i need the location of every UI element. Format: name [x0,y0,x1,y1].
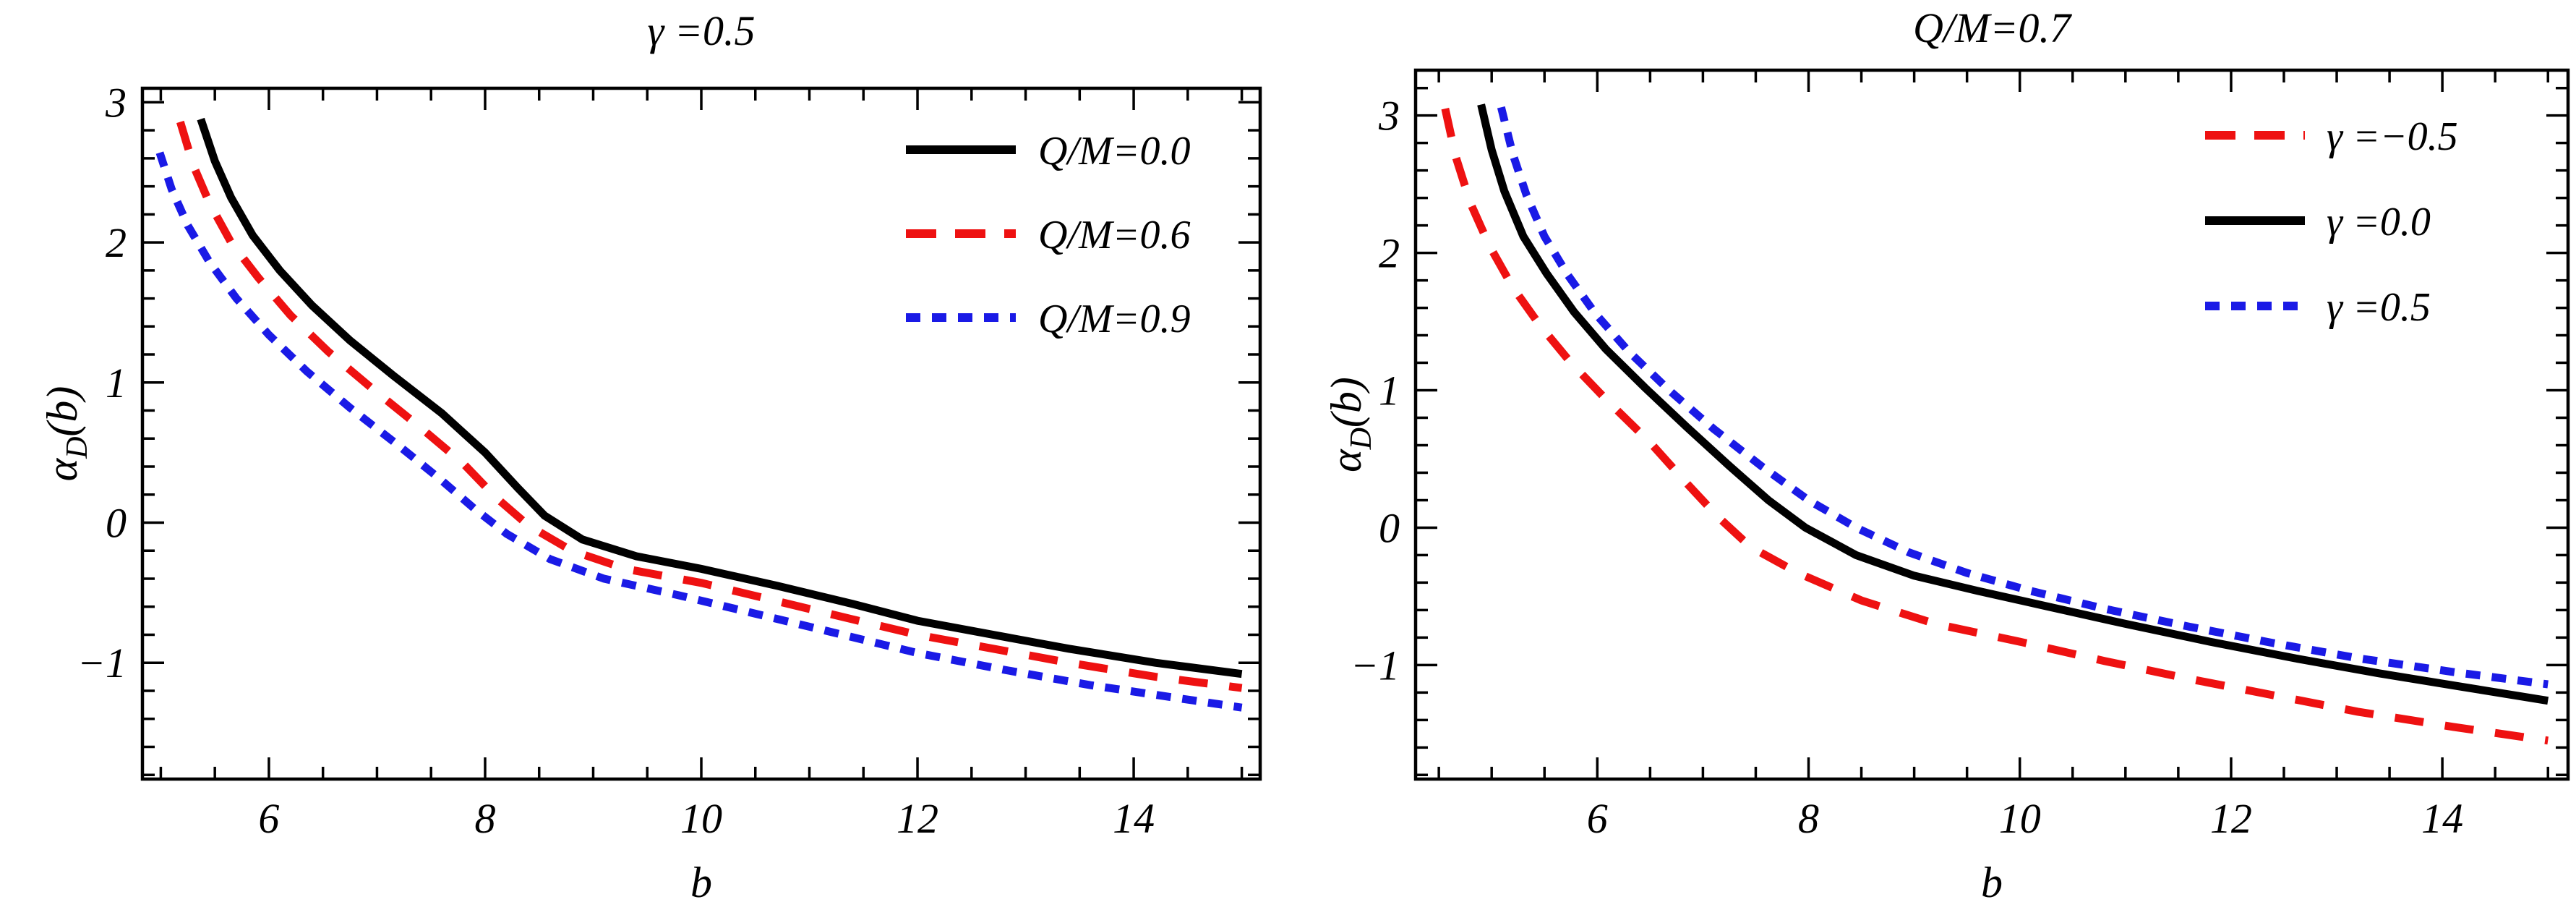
y-tick-label: 2 [1379,230,1400,277]
x-tick-label: 6 [258,795,279,842]
x-tick-label: 10 [1999,795,2041,842]
curve-QM-0.6 [176,120,1243,692]
legend-label-QM-0.9: Q/M=0.9 [1038,297,1190,341]
chart-title: γ =0.5 [648,7,756,54]
legend-label-QM-0.6: Q/M=0.6 [1038,213,1190,258]
x-tick-label: 6 [1587,795,1608,842]
curve-gamma-0.5 [1497,106,2549,689]
y-tick-label: 3 [105,79,127,126]
legend-label-gamma--0.5: γ =−0.5 [2327,114,2458,159]
x-tick-label: 10 [680,795,722,842]
y-axis-label: αD(b) [38,386,94,482]
y-tick-label: 1 [1379,367,1400,414]
y-tick-label: 0 [106,500,127,547]
chart-title: Q/M=0.7 [1913,4,2072,51]
plot-frame [1413,68,2570,781]
x-tick-label: 12 [2210,795,2252,842]
x-axis-label: b [1981,859,2003,906]
x-tick-label: 12 [897,795,938,842]
x-axis-label: b [690,859,712,906]
y-tick-label: 1 [106,360,127,407]
x-tick-label: 8 [474,795,495,842]
x-tick-label: 14 [1113,795,1155,842]
y-tick-label: 2 [106,219,127,266]
legend-label-QM-0.0: Q/M=0.0 [1038,129,1190,174]
plot-frame [140,86,1262,781]
legend-label-gamma-0.5: γ =0.5 [2327,285,2431,330]
x-tick-label: 14 [2421,795,2463,842]
curve-QM-0.0 [197,117,1243,679]
y-tick-label: 3 [1378,93,1400,140]
y-tick-label: −1 [1351,642,1400,689]
y-tick-label: −1 [77,639,127,686]
y-tick-label: 0 [1379,504,1400,551]
y-axis-label: αD(b) [1322,377,1378,472]
curve-gamma-0.0 [1477,103,2549,705]
curve-QM-0.9 [155,151,1243,712]
chart-panel-QM-0.7: 6 8 10 12 14 −1 0 1 2 3 Q/M=0.7 b αD(b) γ =−0.5 γ =0.0… [1288,0,2576,910]
legend-label-gamma-0.0: γ =0.0 [2327,200,2431,244]
curve-gamma--0.5 [1441,108,2549,745]
x-tick-label: 8 [1798,795,1819,842]
chart-panel-gamma-0.5: 6 8 10 12 14 −1 0 1 2 3 γ =0.5 b αD(b) Q/M=0.0 Q/M=0.6… [38,7,1262,906]
